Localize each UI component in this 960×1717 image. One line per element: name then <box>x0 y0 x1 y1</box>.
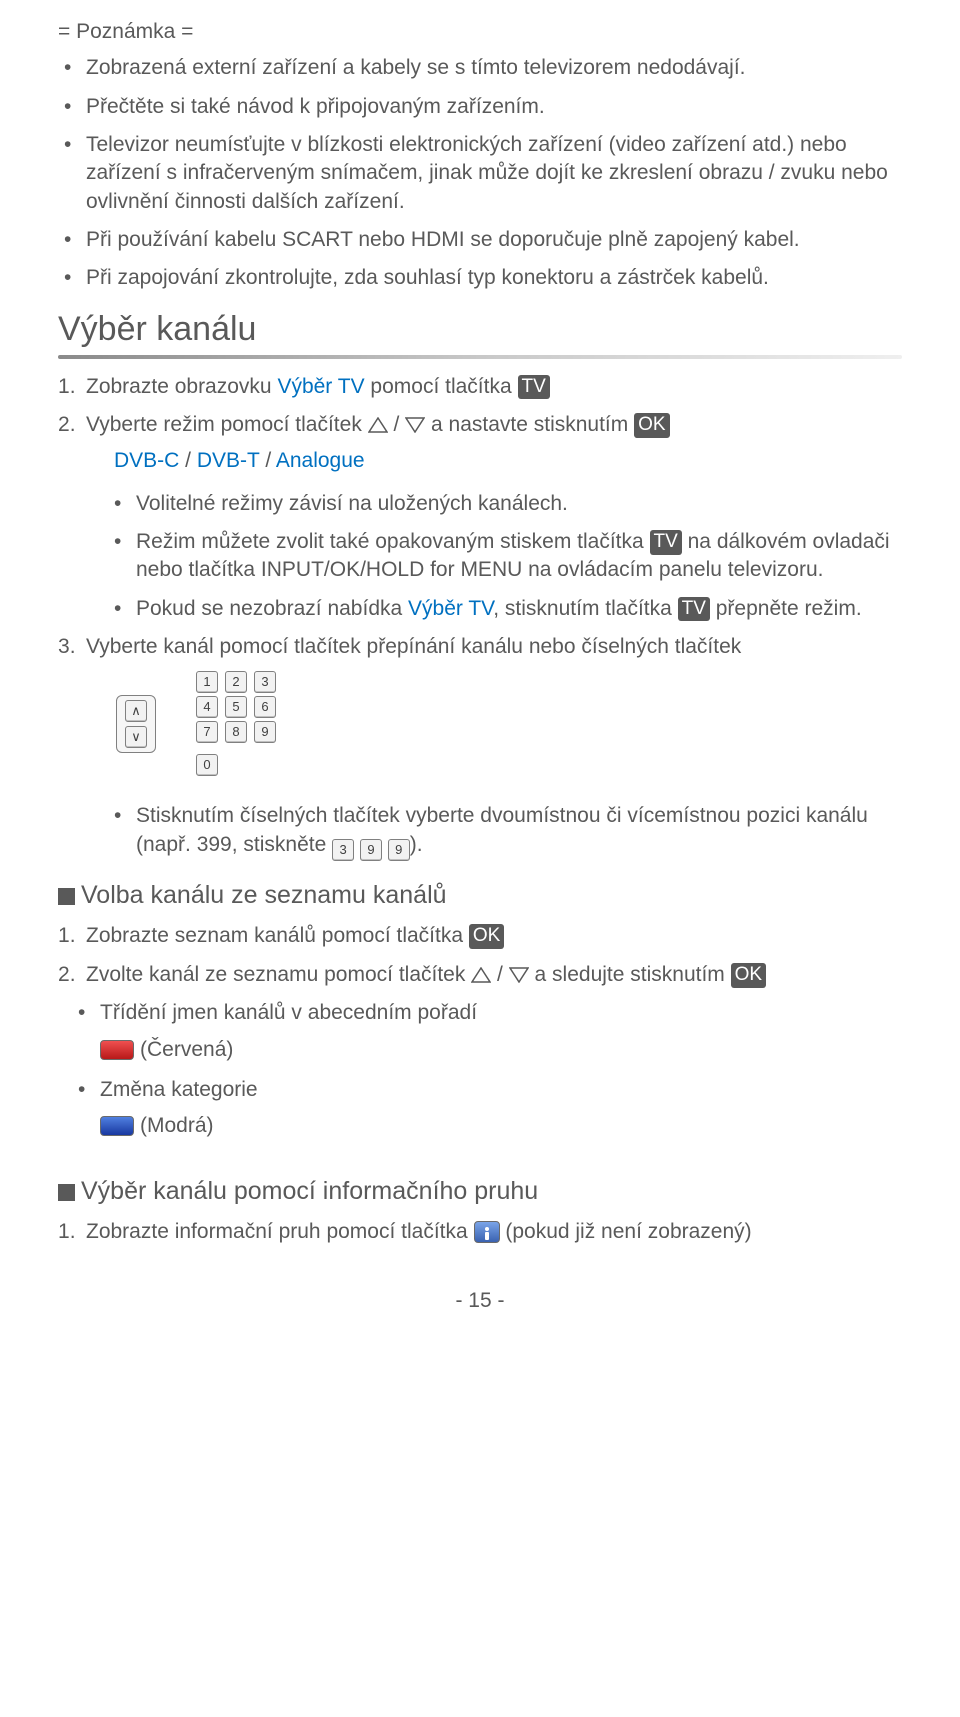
section-title: Výběr kanálu <box>58 307 902 353</box>
key-9: 9 <box>360 839 382 861</box>
mode-dvbt: DVB-T <box>197 449 260 472</box>
mode-line: DVB-C / DVB-T / Analogue <box>86 447 902 475</box>
numpad-key: 1 <box>196 671 218 693</box>
numpad-key: 5 <box>225 696 247 718</box>
text: a nastavte stisknutím <box>425 413 634 436</box>
sec2-bullets: Třídění jmen kanálů v abecedním pořadí (… <box>58 999 902 1140</box>
up-icon <box>471 967 491 983</box>
text: Zobrazte obrazovku <box>86 375 277 398</box>
info-icon <box>474 1221 500 1243</box>
text: a sledujte stisknutím <box>529 963 731 986</box>
text: Změna kategorie <box>100 1078 258 1101</box>
step3-sublist: Stisknutím číselných tlačítek vyberte dv… <box>86 802 902 860</box>
note-heading: = Poznámka = <box>58 18 902 46</box>
tv-badge: TV <box>518 375 550 400</box>
down-icon <box>405 417 425 433</box>
mode-dvbc: DVB-C <box>114 449 179 472</box>
list-item: Stisknutím číselných tlačítek vyberte dv… <box>136 802 902 860</box>
text: Volba kanálu ze seznamu kanálů <box>81 881 447 909</box>
note-list: Zobrazená externí zařízení a kabely se s… <box>58 54 902 292</box>
step-1: Zobrazte obrazovku Výběr TV pomocí tlačí… <box>86 373 902 401</box>
text: (pokud již není zobrazený) <box>500 1220 752 1243</box>
numpad-key: 8 <box>225 721 247 743</box>
step-1: Zobrazte seznam kanálů pomocí tlačítka O… <box>86 922 902 950</box>
text: Pokud se nezobrazí nabídka <box>136 597 408 620</box>
slash: / <box>491 963 509 986</box>
list-item: Změna kategorie (Modrá) <box>100 1076 902 1141</box>
text: Vyberte režim pomocí tlačítek <box>86 413 368 436</box>
ch-down-key: ∨ <box>125 726 147 748</box>
numpad-key: 9 <box>254 721 276 743</box>
text: Zobrazte informační pruh pomocí tlačítka <box>86 1220 474 1243</box>
step-2: Zvolte kanál ze seznamu pomocí tlačítek … <box>86 961 902 989</box>
slash: / <box>388 413 406 436</box>
text: Třídění jmen kanálů v abecedním pořadí <box>100 1001 477 1024</box>
numpad-key: 4 <box>196 696 218 718</box>
numpad-key: 7 <box>196 721 218 743</box>
sec2-steps: Zobrazte seznam kanálů pomocí tlačítka O… <box>58 922 902 989</box>
slash: / <box>259 449 275 472</box>
text: Zobrazte seznam kanálů pomocí tlačítka <box>86 924 469 947</box>
list-item: Při zapojování zkontrolujte, zda souhlas… <box>86 264 902 292</box>
text: Zvolte kanál ze seznamu pomocí tlačítek <box>86 963 471 986</box>
link-text: Výběr TV <box>408 597 493 620</box>
step-3: Vyberte kanál pomocí tlačítek přepínání … <box>86 633 902 861</box>
steps-list: Zobrazte obrazovku Výběr TV pomocí tlačí… <box>58 373 902 861</box>
numpad-key: 0 <box>196 754 218 776</box>
text: Výběr kanálu pomocí informačního pruhu <box>81 1177 538 1205</box>
list-item: Při používání kabelu SCART nebo HDMI se … <box>86 226 902 254</box>
key-3: 3 <box>332 839 354 861</box>
numpad-key: 6 <box>254 696 276 718</box>
link-text: Výběr TV <box>277 375 364 398</box>
page-number: - 15 - <box>58 1287 902 1315</box>
text: Stisknutím číselných tlačítek vyberte dv… <box>136 804 868 855</box>
text: pomocí tlačítka <box>365 375 518 398</box>
list-item: Režim můžete zvolit také opakovaným stis… <box>136 528 902 585</box>
list-item: Třídění jmen kanálů v abecedním pořadí (… <box>100 999 902 1064</box>
slash: / <box>179 449 197 472</box>
red-label: (Červená) <box>140 1038 233 1061</box>
up-icon <box>368 417 388 433</box>
text: , stisknutím tlačítka <box>493 597 677 620</box>
text: Režim můžete zvolit také opakovaným stis… <box>136 530 650 553</box>
step2-sublist: Volitelné režimy závisí na uložených kan… <box>86 490 902 623</box>
blue-label: (Modrá) <box>140 1114 214 1137</box>
key-9: 9 <box>388 839 410 861</box>
square-bullet-icon <box>58 888 75 905</box>
numpad-key: 2 <box>225 671 247 693</box>
mode-analogue: Analogue <box>276 449 365 472</box>
text: přepněte režim. <box>710 597 862 620</box>
blue-button-icon <box>100 1116 134 1136</box>
subsection-title: Výběr kanálu pomocí informačního pruhu <box>58 1175 902 1209</box>
title-underline <box>58 355 902 359</box>
list-item: Přečtěte si také návod k připojovaným za… <box>86 93 902 121</box>
list-item: Zobrazená externí zařízení a kabely se s… <box>86 54 902 82</box>
tv-badge: TV <box>650 530 682 555</box>
red-button-icon <box>100 1040 134 1060</box>
step-1: Zobrazte informační pruh pomocí tlačítka… <box>86 1218 902 1246</box>
list-item: Pokud se nezobrazí nabídka Výběr TV, sti… <box>136 595 902 623</box>
text: ). <box>410 833 423 856</box>
square-bullet-icon <box>58 1184 75 1201</box>
channel-rocker-icon: ∧ ∨ <box>116 695 156 753</box>
numpad-icon: 1 2 3 4 5 6 7 8 9 0 <box>196 671 280 776</box>
list-item: Volitelné režimy závisí na uložených kan… <box>136 490 902 518</box>
tv-badge: TV <box>678 597 710 622</box>
down-icon <box>509 967 529 983</box>
subsection-title: Volba kanálu ze seznamu kanálů <box>58 879 902 913</box>
sec3-steps: Zobrazte informační pruh pomocí tlačítka… <box>58 1218 902 1246</box>
ok-badge: OK <box>469 924 504 949</box>
ok-badge: OK <box>634 413 669 438</box>
ch-up-key: ∧ <box>125 700 147 722</box>
numpad-key: 3 <box>254 671 276 693</box>
step-2: Vyberte režim pomocí tlačítek / a nastav… <box>86 411 902 623</box>
text: Vyberte kanál pomocí tlačítek přepínání … <box>86 635 741 658</box>
list-item: Televizor neumísťujte v blízkosti elektr… <box>86 131 902 216</box>
ok-badge: OK <box>731 963 766 988</box>
remote-icons-row: ∧ ∨ 1 2 3 4 5 6 7 8 9 0 <box>116 671 902 776</box>
